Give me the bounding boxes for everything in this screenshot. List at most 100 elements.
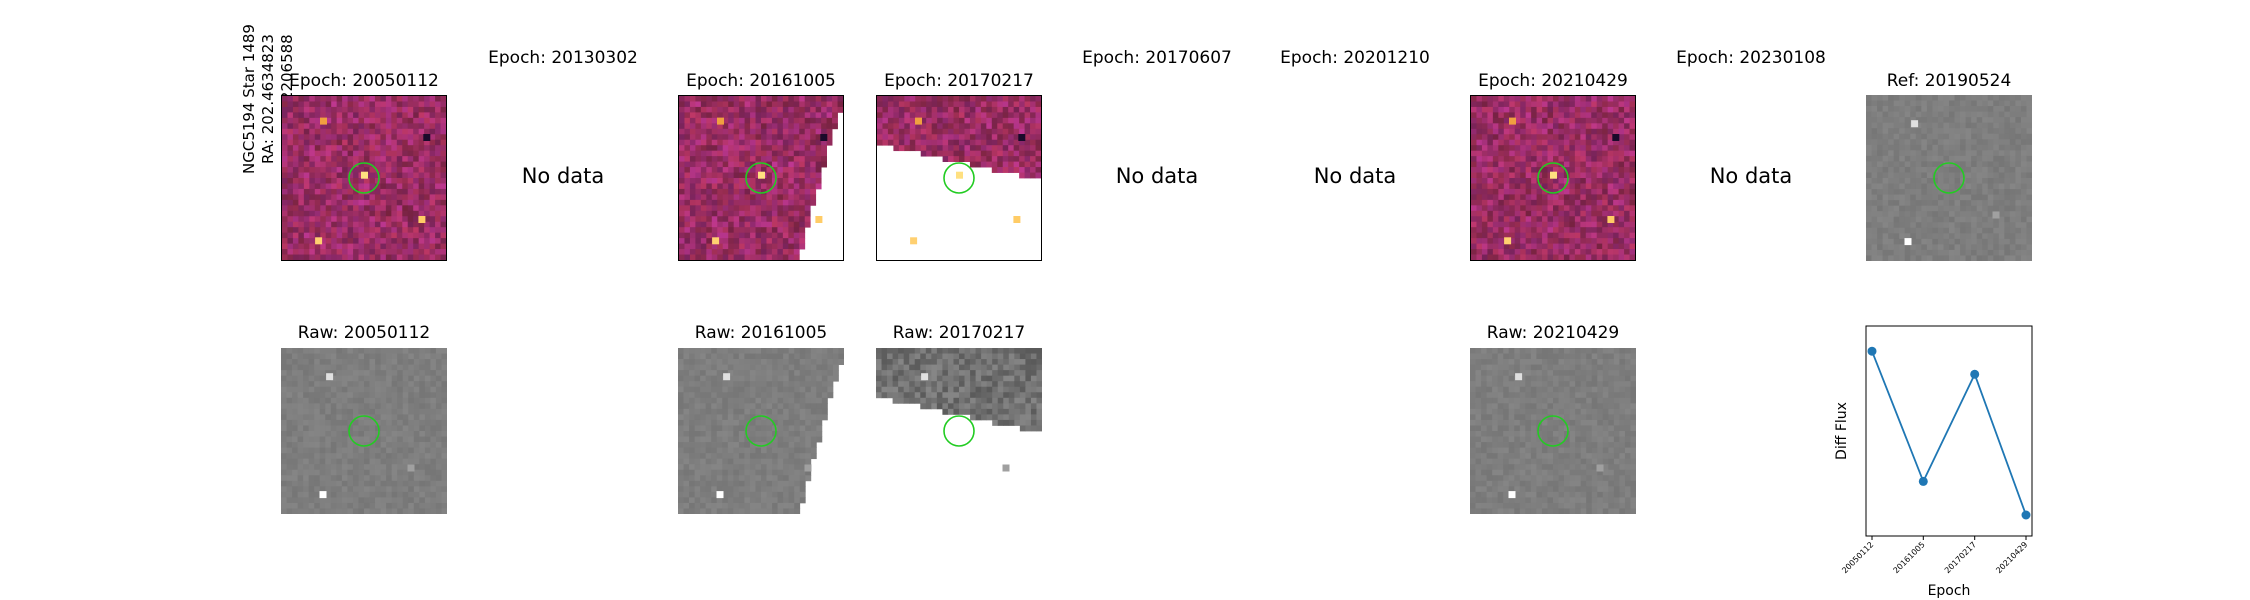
image-pixel	[353, 167, 359, 173]
image-pixel	[1877, 183, 1883, 190]
image-pixel	[325, 205, 332, 212]
image-pixel	[435, 178, 441, 184]
image-pixel	[1932, 144, 1939, 151]
image-pixel	[336, 199, 343, 206]
image-pixel	[1971, 222, 1978, 229]
image-pixel	[1866, 139, 1872, 146]
image-pixel	[303, 145, 310, 152]
image-pixel	[430, 403, 437, 410]
image-pixel	[1618, 178, 1625, 184]
image-pixel	[435, 106, 441, 113]
image-pixel	[1574, 145, 1581, 152]
image-pixel	[429, 128, 436, 135]
image-pixel	[711, 254, 718, 260]
image-pixel	[2026, 100, 2032, 107]
image-pixel	[1982, 211, 1989, 218]
image-pixel	[683, 353, 690, 360]
image-pixel	[695, 123, 702, 130]
image-pixel	[1960, 111, 1966, 118]
image-pixel	[793, 199, 800, 206]
image-source	[820, 134, 828, 141]
image-pixel	[1487, 199, 1494, 206]
image-pixel	[419, 486, 426, 493]
image-pixel	[391, 188, 398, 195]
image-pixel	[1949, 144, 1955, 151]
image-pixel	[678, 370, 684, 377]
image-pixel	[396, 134, 403, 141]
image-pixel	[308, 386, 315, 393]
image-pixel	[733, 227, 740, 234]
image-pixel	[2020, 222, 2027, 229]
image-pixel	[397, 348, 404, 354]
image-pixel	[314, 364, 321, 371]
image-pixel	[1607, 254, 1614, 260]
image-pixel	[1982, 200, 1989, 207]
image-pixel	[292, 161, 299, 168]
image-pixel	[1558, 96, 1565, 102]
image-pixel	[1910, 255, 1917, 261]
image-pixel	[728, 134, 735, 141]
image-pixel	[991, 134, 998, 141]
image-pixel	[826, 128, 833, 135]
image-pixel	[396, 117, 403, 124]
image-pixel	[1481, 254, 1488, 260]
image-pixel	[391, 221, 398, 228]
image-pixel	[342, 150, 348, 157]
image-pixel	[1937, 117, 1944, 124]
image-pixel	[706, 254, 713, 260]
image-pixel	[358, 232, 365, 239]
image-pixel	[424, 117, 430, 124]
image-pixel	[1893, 161, 1900, 168]
image-pixel	[711, 232, 718, 239]
image-pixel	[1998, 189, 2005, 195]
image-pixel	[1487, 188, 1494, 195]
image-pixel	[1866, 117, 1872, 124]
image-pixel	[298, 216, 305, 223]
image-pixel	[1937, 216, 1944, 223]
image-pixel	[369, 123, 376, 130]
image-pixel	[1514, 101, 1521, 108]
image-pixel	[297, 447, 304, 454]
image-pixel	[1547, 199, 1554, 206]
image-pixel	[1888, 244, 1895, 251]
image-pixel	[386, 403, 393, 410]
image-pixel	[766, 172, 773, 179]
image-pixel	[799, 134, 806, 141]
image-pixel	[771, 249, 778, 255]
image-pixel	[959, 139, 965, 146]
image-pixel	[679, 123, 685, 130]
image-pixel	[1531, 243, 1537, 250]
image-pixel	[364, 210, 370, 217]
image-pixel	[375, 419, 381, 426]
image-pixel	[733, 210, 740, 217]
image-pixel	[1481, 227, 1488, 234]
image-pixel	[1937, 161, 1944, 168]
image-pixel	[358, 145, 365, 152]
image-pixel	[369, 502, 376, 509]
image-pixel	[733, 243, 740, 250]
image-pixel	[1553, 238, 1559, 244]
image-pixel	[937, 101, 943, 108]
image-pixel	[1476, 172, 1483, 179]
image-pixel	[2009, 211, 2016, 218]
image-pixel	[1893, 178, 1900, 184]
image-pixel	[424, 414, 431, 421]
image-pixel	[2009, 139, 2016, 146]
image-pixel	[435, 381, 442, 388]
image-pixel	[1520, 128, 1527, 135]
image-pixel	[1547, 112, 1554, 119]
image-pixel	[679, 199, 685, 206]
image-pixel	[391, 216, 398, 223]
image-pixel	[755, 112, 762, 119]
image-pixel	[782, 188, 789, 195]
image-pixel	[396, 238, 403, 244]
image-pixel	[1888, 139, 1895, 146]
image-pixel	[440, 134, 446, 141]
image-pixel	[1558, 188, 1565, 195]
image-pixel	[777, 117, 784, 124]
image-pixel	[1976, 161, 1983, 168]
image-pixel	[314, 508, 321, 514]
reference-title: Ref: 20190524	[1886, 71, 2012, 91]
image-pixel	[761, 112, 767, 119]
image-pixel	[314, 128, 321, 135]
